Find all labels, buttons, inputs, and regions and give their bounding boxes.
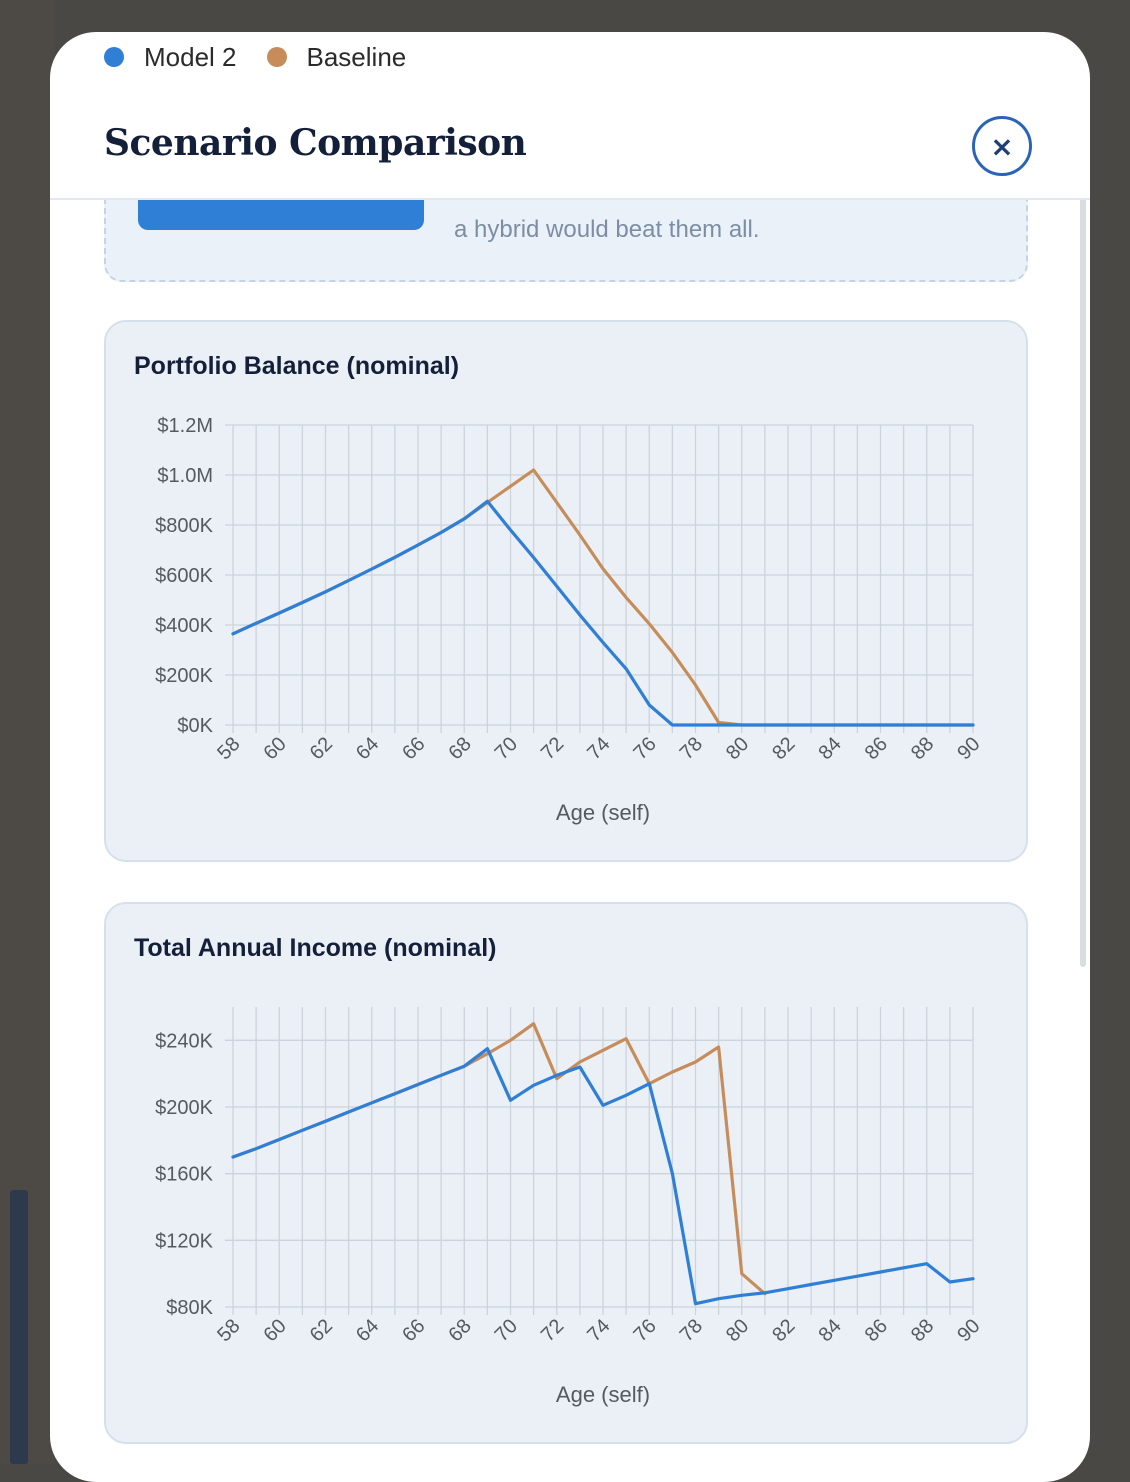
y-tick-label: $240K [155,1030,213,1052]
x-tick-label: 72 [537,733,568,764]
x-tick-label: 64 [352,733,383,764]
chart-legend: Model 2 Baseline [104,40,436,74]
x-tick-label: 76 [629,1315,660,1346]
y-tick-label: $200K [155,665,213,687]
x-tick-label: 64 [352,1315,383,1346]
y-tick-label: $80K [166,1297,213,1319]
close-button[interactable]: × [972,116,1032,176]
x-tick-label: 84 [814,733,845,764]
chart-title: Portfolio Balance (nominal) [134,352,460,380]
analyze-with-ai-button[interactable] [138,194,424,230]
x-tick-label: 70 [491,1315,522,1346]
legend-item-baseline[interactable]: Baseline [266,41,407,73]
y-tick-label: $0K [177,715,213,737]
y-tick-label: $1.0M [157,465,213,487]
x-tick-label: 78 [676,733,707,764]
x-tick-label: 62 [306,1315,337,1346]
portfolio-balance-chart: 58 60 62 64 66 68 70 72 74 76 78 80 82 84 86 88 90 $0K $20… [155,415,984,825]
total-annual-income-chart: 58 60 62 64 66 68 70 72 74 76 78 80 82 84 86 88 90 $80K $1… [155,1007,985,1407]
x-tick-label: 68 [444,733,475,764]
x-tick-label: 62 [306,733,337,764]
x-axis-title: Age (self) [556,1382,650,1407]
y-tick-label: $1.2M [157,415,213,437]
modal-scroll-area[interactable]: Model 2 Baseline a hybrid would beat the… [50,32,1090,1482]
x-tick-label: 76 [629,733,660,764]
y-tick-label: $600K [155,565,213,587]
x-tick-label: 66 [398,733,429,764]
x-tick-label: 84 [814,1315,845,1346]
series-line-model-2 [231,1047,975,1306]
page-title: Scenario Comparison [104,122,527,164]
y-tick-label: $400K [155,615,213,637]
x-tick-label: 88 [907,733,938,764]
x-axis-title: Age (self) [556,800,650,825]
x-tick-label: 86 [861,733,892,764]
x-tick-label: 58 [213,1315,244,1346]
y-tick-label: $200K [155,1097,213,1119]
close-icon: × [990,129,1014,163]
y-tick-label: $800K [155,515,213,537]
total-annual-income-card: Total Annual Income (nominal) 58 60 62 64 66… [104,902,1028,1444]
x-tick-label: 68 [444,1315,475,1346]
x-tick-label: 88 [907,1315,938,1346]
y-tick-label: $160K [155,1164,213,1186]
chart-title: Total Annual Income (nominal) [134,934,497,962]
legend-item-model-2[interactable]: Model 2 [104,42,237,73]
legend-label-model-2: Model 2 [144,41,237,72]
series-line-model-2 [231,499,975,727]
x-tick-label: 82 [768,1315,799,1346]
x-tick-label: 80 [722,733,753,764]
x-tick-label: 80 [722,1315,753,1346]
x-tick-label: 60 [259,1315,290,1346]
x-tick-label: 78 [676,1315,707,1346]
scrollbar[interactable] [1080,147,1086,967]
x-tick-label: 90 [953,733,984,764]
x-tick-label: 90 [953,1315,984,1346]
backdrop-chart-bar [10,1190,28,1464]
x-tick-label: 74 [583,1315,614,1346]
x-tick-label: 60 [259,733,290,764]
modal-header: Scenario Comparison × [50,104,1090,200]
portfolio-balance-card: Portfolio Balance (nominal) 58 60 62 64 66 68… [104,320,1028,862]
legend-label-baseline: Baseline [306,41,407,72]
x-tick-label: 74 [583,733,614,764]
x-tick-label: 82 [768,733,799,764]
legend-dot-baseline [266,47,287,67]
x-tick-label: 58 [213,733,244,764]
scenario-comparison-modal: Model 2 Baseline a hybrid would beat the… [50,32,1090,1482]
y-tick-label: $120K [155,1230,213,1252]
ai-panel-description: a hybrid would beat them all. [454,216,760,243]
x-tick-label: 70 [491,733,522,764]
x-tick-label: 86 [861,1315,892,1346]
legend-dot-model-2 [104,47,124,67]
x-tick-label: 66 [398,1315,429,1346]
x-tick-label: 72 [537,1315,568,1346]
